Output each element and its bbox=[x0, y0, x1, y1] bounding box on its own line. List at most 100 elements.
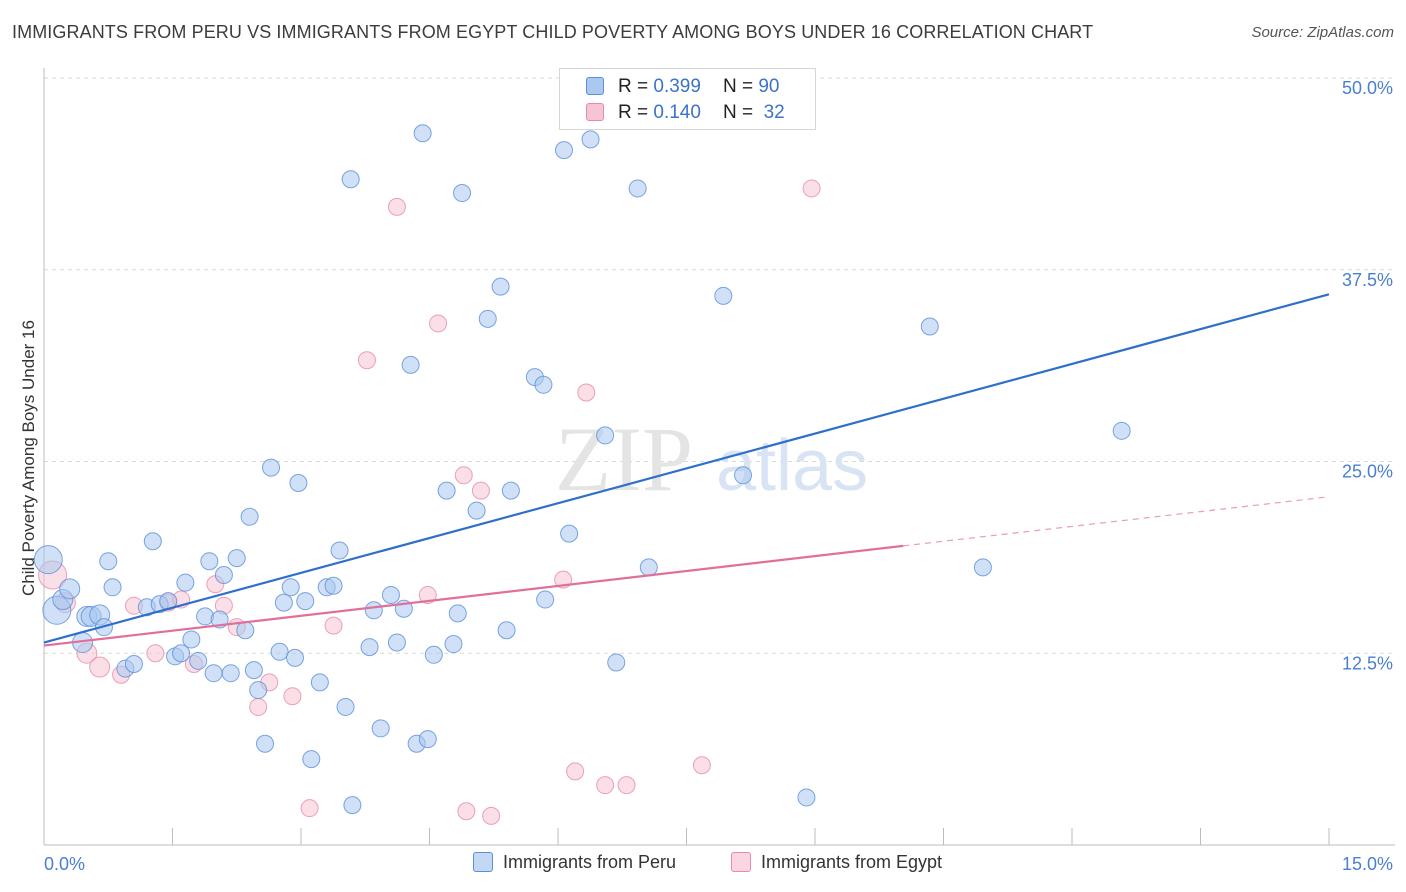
peru-point bbox=[491, 277, 510, 296]
peru-point bbox=[418, 730, 437, 749]
egypt-r-value: 0.140 bbox=[653, 102, 701, 123]
egypt-points bbox=[38, 179, 821, 825]
y-tick-label: 37.5% bbox=[1342, 270, 1393, 290]
peru-point bbox=[289, 473, 308, 492]
egypt-point bbox=[802, 179, 821, 198]
peru-point bbox=[262, 458, 281, 477]
peru-point bbox=[371, 719, 390, 738]
peru-trend-line bbox=[43, 293, 1330, 644]
egypt-point bbox=[577, 383, 596, 402]
peru-point bbox=[270, 642, 289, 661]
peru-point bbox=[343, 796, 362, 815]
n-label: N = bbox=[722, 102, 754, 123]
egypt-trend-extension bbox=[903, 496, 1330, 547]
legend-row-egypt: R = 0.140 N = 32 bbox=[586, 102, 785, 126]
peru-point bbox=[200, 552, 219, 571]
n-label: N = bbox=[722, 76, 754, 97]
legend: R = 0.399 N = 90 R = 0.140 N = 32 bbox=[559, 68, 816, 130]
peru-point bbox=[124, 654, 143, 673]
peru-n-value: 90 bbox=[758, 76, 780, 97]
peru-point bbox=[401, 355, 420, 374]
peru-point bbox=[364, 601, 383, 620]
peru-point bbox=[256, 734, 275, 753]
trend-lines bbox=[43, 293, 1330, 647]
peru-point bbox=[536, 590, 555, 609]
egypt-point bbox=[249, 697, 268, 716]
peru-point bbox=[444, 635, 463, 654]
peru-point bbox=[221, 664, 240, 683]
peru-point bbox=[581, 130, 600, 149]
peru-point bbox=[103, 578, 122, 597]
peru-point bbox=[296, 592, 315, 611]
peru-point bbox=[607, 653, 626, 672]
peru-point bbox=[33, 545, 63, 575]
peru-point bbox=[189, 651, 208, 670]
peru-point bbox=[310, 673, 329, 692]
egypt-point bbox=[387, 197, 406, 216]
egypt-point bbox=[300, 799, 319, 818]
x-tick-min: 0.0% bbox=[44, 854, 85, 874]
egypt-point bbox=[357, 351, 376, 370]
peru-point bbox=[387, 633, 406, 652]
y-tick-label: 12.5% bbox=[1342, 653, 1393, 673]
peru-point bbox=[920, 317, 939, 336]
peru-point bbox=[639, 558, 658, 577]
peru-point bbox=[413, 124, 432, 143]
peru-point bbox=[381, 585, 400, 604]
peru-points bbox=[33, 124, 1131, 815]
peru-point bbox=[448, 604, 467, 623]
peru-legend-swatch bbox=[473, 852, 493, 872]
peru-point bbox=[281, 578, 300, 597]
peru-point bbox=[437, 481, 456, 500]
bottom-legend-peru: Immigrants from Peru bbox=[473, 852, 676, 873]
peru-point bbox=[330, 541, 349, 560]
peru-point bbox=[204, 664, 223, 683]
peru-point bbox=[143, 532, 162, 551]
peru-point bbox=[286, 648, 305, 667]
peru-point bbox=[274, 593, 293, 612]
x-tick-max: 15.0% bbox=[1342, 854, 1393, 874]
legend-row-peru: R = 0.399 N = 90 bbox=[586, 76, 779, 100]
egypt-point bbox=[457, 802, 476, 821]
peru-point bbox=[714, 286, 733, 305]
egypt-legend-label: Immigrants from Egypt bbox=[761, 852, 943, 872]
peru-point bbox=[453, 184, 472, 203]
peru-point bbox=[596, 426, 615, 445]
peru-point bbox=[628, 179, 647, 198]
egypt-point bbox=[454, 466, 473, 485]
peru-point bbox=[172, 644, 191, 663]
y-tick-label: 25.0% bbox=[1342, 462, 1393, 482]
egypt-legend-swatch bbox=[731, 852, 751, 872]
peru-point bbox=[1112, 421, 1131, 440]
peru-point bbox=[59, 578, 81, 600]
egypt-trend-line bbox=[43, 544, 904, 647]
peru-point bbox=[240, 507, 259, 526]
peru-point bbox=[534, 375, 553, 394]
peru-point bbox=[236, 621, 255, 640]
peru-legend-label: Immigrants from Peru bbox=[503, 852, 677, 872]
egypt-point bbox=[89, 656, 111, 678]
egypt-point bbox=[482, 806, 501, 825]
peru-point bbox=[497, 621, 516, 640]
peru-point bbox=[501, 481, 520, 500]
egypt-swatch bbox=[586, 103, 604, 121]
peru-point bbox=[214, 566, 233, 585]
y-axis-label: Child Poverty Among Boys Under 16 bbox=[19, 320, 38, 596]
peru-point bbox=[196, 607, 215, 626]
peru-point bbox=[244, 661, 263, 680]
egypt-n-value: 32 bbox=[763, 102, 785, 123]
egypt-point bbox=[324, 616, 343, 635]
y-tick-label: 50.0% bbox=[1342, 78, 1393, 98]
peru-point bbox=[360, 638, 379, 657]
egypt-point bbox=[471, 481, 490, 500]
egypt-point bbox=[418, 585, 437, 604]
source-label: Source: ZipAtlas.com bbox=[1251, 24, 1394, 41]
peru-point bbox=[734, 466, 753, 485]
egypt-point bbox=[692, 756, 711, 775]
peru-point bbox=[324, 576, 343, 595]
egypt-point bbox=[617, 776, 636, 795]
peru-point bbox=[249, 681, 268, 700]
peru-point bbox=[176, 573, 195, 592]
peru-point bbox=[797, 788, 816, 807]
